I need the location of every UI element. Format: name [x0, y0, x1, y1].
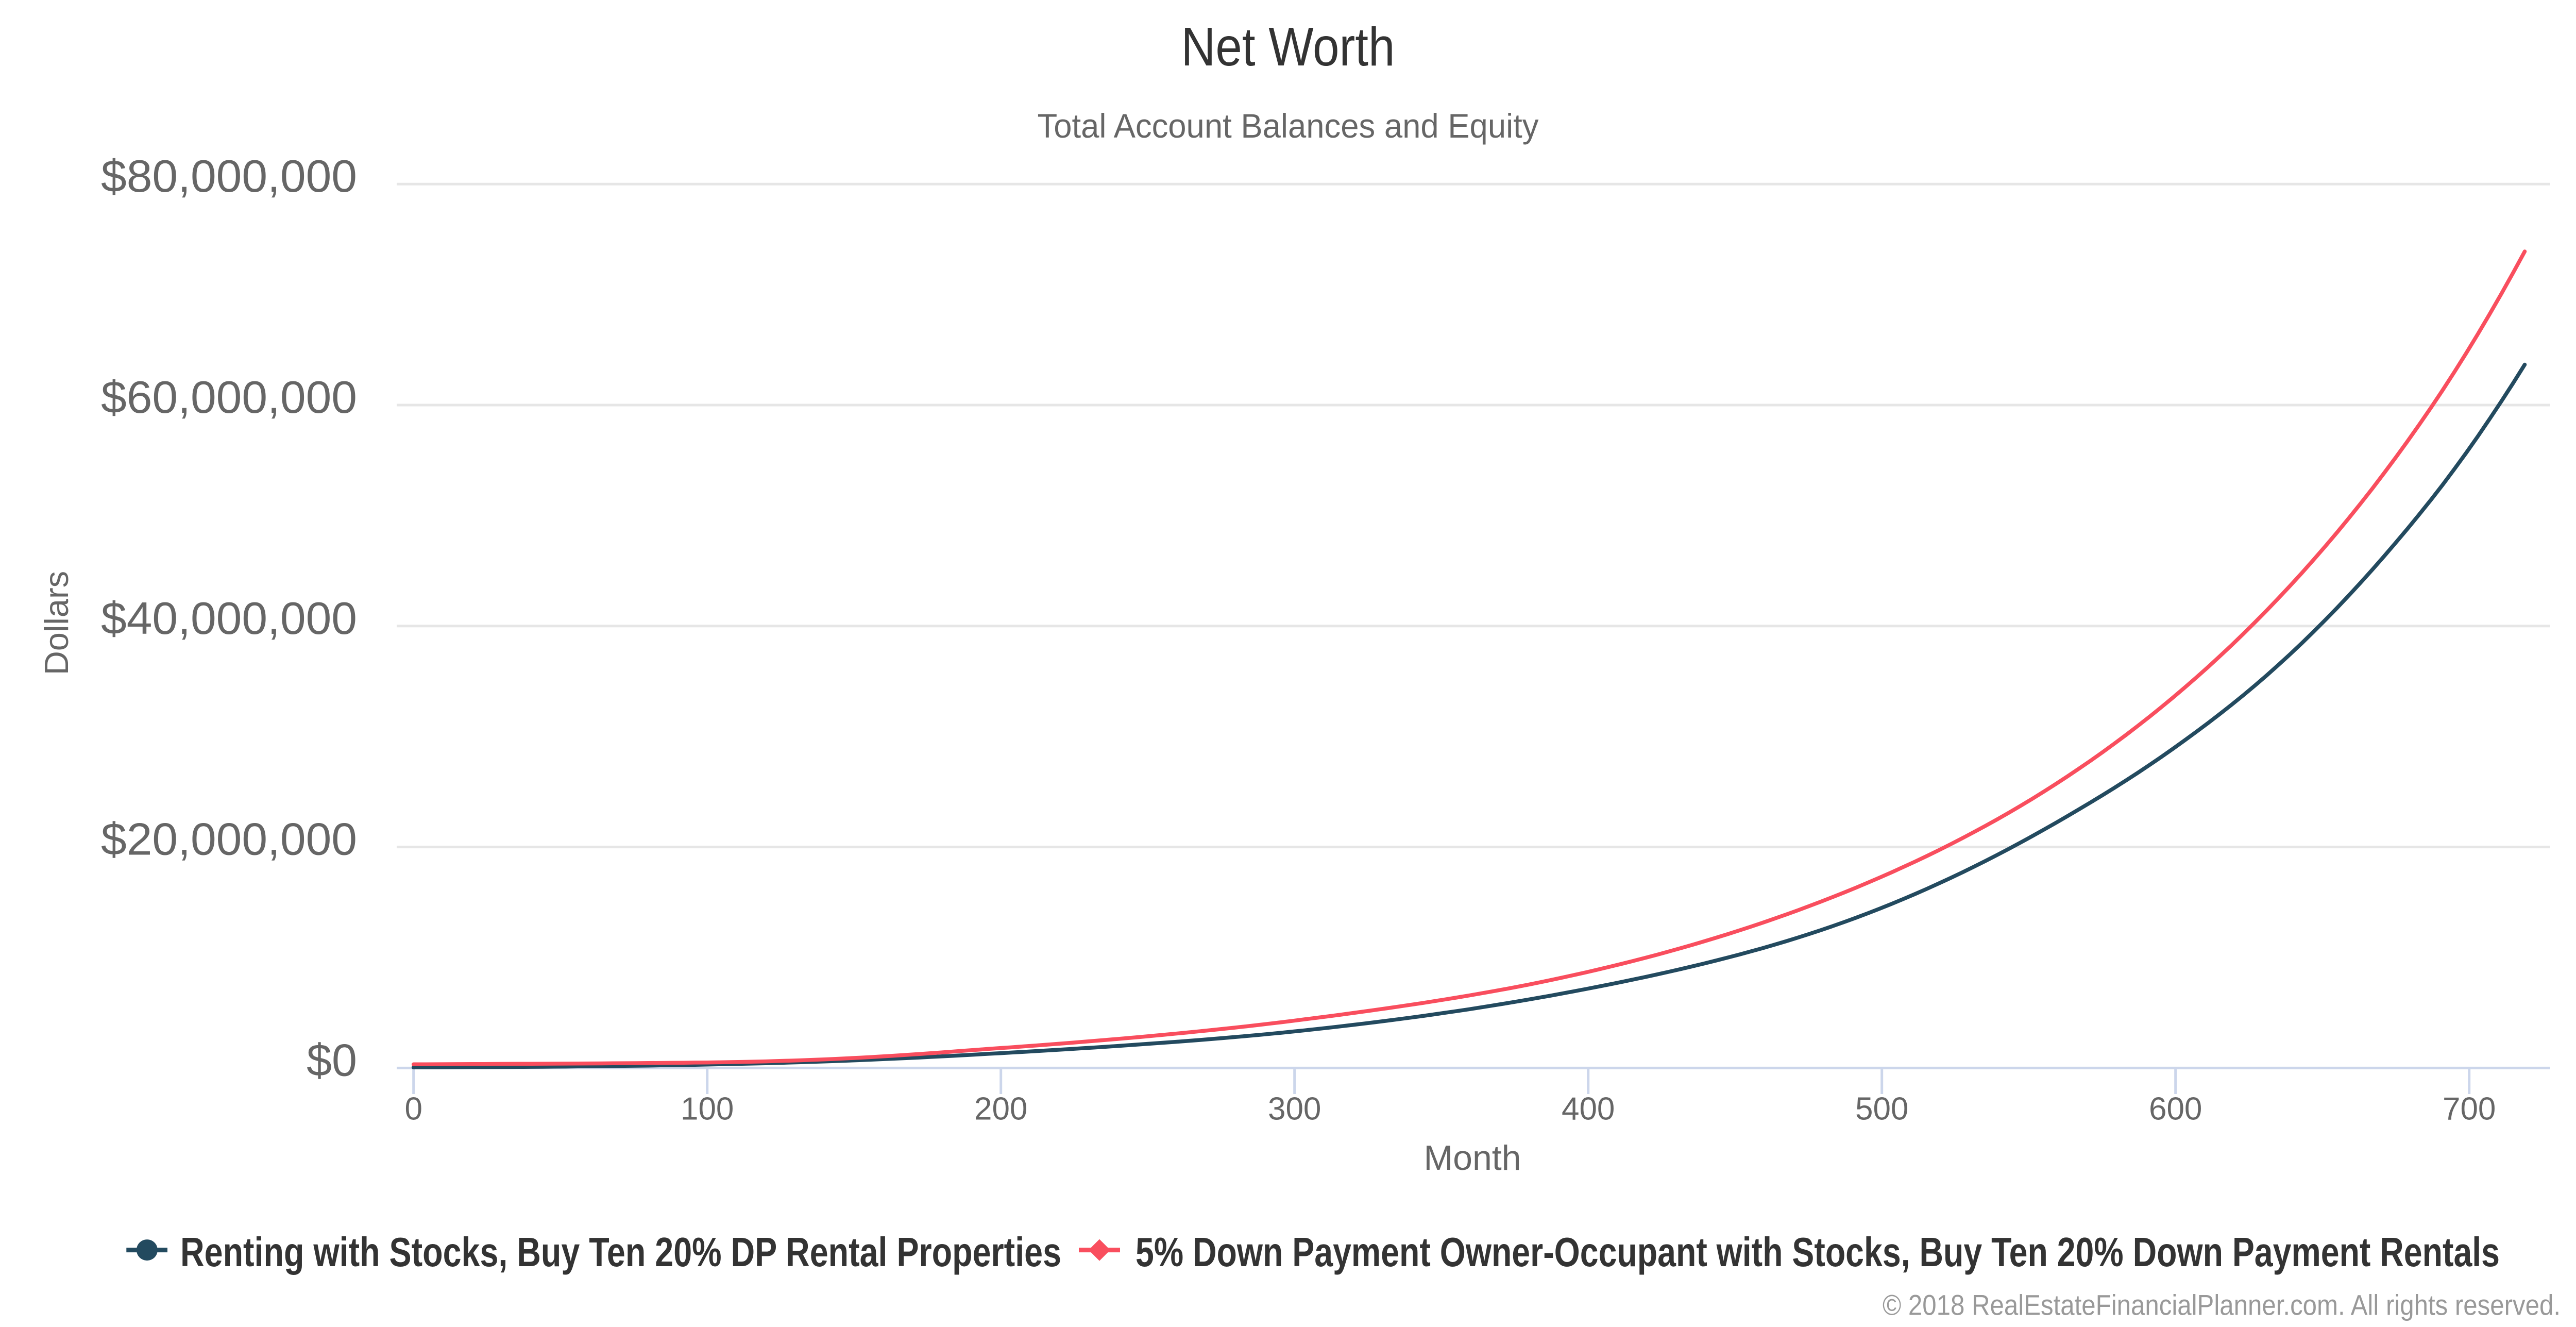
svg-text:$60,000,000: $60,000,000 — [101, 372, 357, 423]
svg-text:Month: Month — [1424, 1138, 1521, 1178]
svg-text:100: 100 — [681, 1091, 734, 1127]
svg-text:Dollars: Dollars — [38, 571, 75, 675]
svg-text:$40,000,000: $40,000,000 — [101, 593, 357, 644]
svg-text:Renting with Stocks, Buy Ten 2: Renting with Stocks, Buy Ten 20% DP Rent… — [180, 1229, 1061, 1275]
svg-text:300: 300 — [1268, 1091, 1321, 1127]
svg-text:Net Worth: Net Worth — [1181, 16, 1395, 77]
svg-text:700: 700 — [2443, 1091, 2496, 1127]
svg-text:200: 200 — [974, 1091, 1027, 1127]
svg-text:$80,000,000: $80,000,000 — [101, 150, 357, 201]
svg-text:$0: $0 — [307, 1034, 357, 1085]
svg-text:400: 400 — [1562, 1091, 1615, 1127]
svg-text:5% Down Payment Owner-Occupant: 5% Down Payment Owner-Occupant with Stoc… — [1136, 1229, 2500, 1275]
svg-text:500: 500 — [1855, 1091, 1908, 1127]
svg-text:0: 0 — [404, 1091, 422, 1127]
svg-text:Total Account Balances and Equ: Total Account Balances and Equity — [1038, 107, 1539, 145]
svg-text:600: 600 — [2149, 1091, 2202, 1127]
svg-text:© 2018 RealEstateFinancialPlan: © 2018 RealEstateFinancialPlanner.com. A… — [1883, 1289, 2561, 1321]
svg-text:$20,000,000: $20,000,000 — [101, 814, 357, 865]
